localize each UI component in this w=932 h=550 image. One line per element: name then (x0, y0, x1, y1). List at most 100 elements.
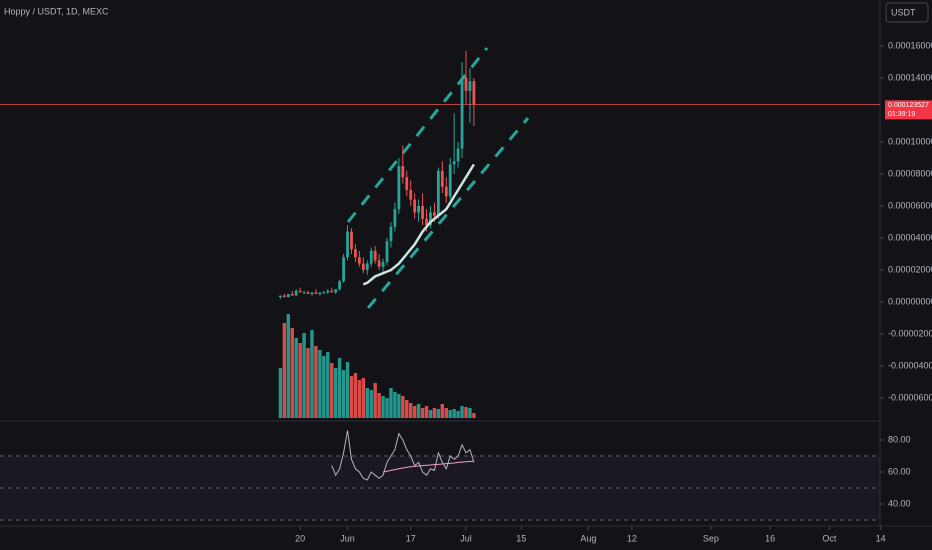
candle-body (282, 295, 286, 298)
candle-body (425, 218, 428, 226)
candle-body (322, 292, 326, 294)
volume-bar (436, 409, 441, 418)
candle-body (440, 170, 444, 187)
volume-bar (420, 408, 425, 418)
rsi-tick-label: 40.00 (888, 498, 911, 508)
candle-body (389, 226, 393, 242)
volume-bar (290, 328, 294, 418)
y-tick-label: 0.000140000 (888, 72, 932, 82)
volume-bar (472, 413, 476, 418)
candle-body (393, 209, 397, 227)
volume-bar (393, 392, 397, 418)
volume-bar (361, 378, 366, 418)
candle-body (334, 289, 338, 293)
candle-body (369, 250, 373, 264)
candle-body (298, 290, 302, 293)
volume-bar (460, 406, 464, 418)
volume-bar (341, 370, 346, 418)
candle-body (278, 295, 282, 298)
volume-bar (444, 408, 448, 418)
candle-body (444, 186, 448, 197)
candle-body (290, 294, 294, 296)
channel-lower (366, 117, 530, 309)
candle-body (302, 292, 306, 294)
volume-bar (385, 398, 389, 418)
volume-bar (314, 346, 318, 418)
volume-bar (369, 390, 373, 418)
volume-bar (330, 363, 334, 418)
candle-body (452, 161, 456, 165)
candle-body (464, 78, 468, 91)
candle-body (373, 250, 377, 261)
chart-title: Hoppy / USDT, 1D, MEXC (4, 6, 109, 16)
y-tick-label: -0.000040000 (888, 360, 932, 370)
volume-bar (298, 343, 302, 418)
y-tick-label: 0.000020000 (888, 264, 932, 274)
candle-body (413, 199, 417, 213)
volume-bar (318, 350, 322, 418)
candle-body (294, 290, 298, 296)
x-tick-label: Aug (580, 533, 596, 543)
volume-bar (377, 393, 381, 418)
currency-button[interactable] (885, 2, 929, 23)
y-tick-label: 0.000160000 (888, 40, 932, 50)
rsi-tick-label: 80.00 (888, 434, 911, 444)
volume-bar (349, 376, 354, 418)
x-tick-label: Jul (460, 533, 472, 543)
candle-body (354, 249, 357, 258)
candle-body (456, 148, 460, 162)
candle-body (318, 292, 322, 294)
volume-bar (365, 388, 369, 418)
volume-bar (381, 396, 385, 418)
volume-bar (448, 410, 452, 418)
volume-bar (357, 380, 362, 418)
rsi-line (331, 430, 475, 481)
y-tick-label: -0.000020000 (888, 328, 932, 338)
candle-body (342, 257, 345, 282)
currency-label[interactable]: USDT (891, 7, 916, 17)
volume-bar (464, 407, 468, 418)
volume-bar (322, 356, 326, 418)
candle-body (468, 81, 472, 91)
candle-body (385, 241, 389, 262)
candle-body (350, 231, 353, 250)
last-price-label: 0.000123527 (888, 102, 929, 109)
candle-body (306, 292, 310, 294)
volume-bar (294, 338, 298, 418)
volume-bar (401, 396, 405, 418)
volume-bar (428, 410, 433, 418)
y-tick-label: 0.000040000 (888, 232, 932, 242)
x-tick-label: Sep (703, 533, 719, 543)
volume-bar (306, 348, 310, 418)
candle-body (433, 212, 436, 216)
candle-body (397, 166, 401, 210)
volume-bar (432, 408, 437, 418)
x-tick-label: Oct (822, 533, 837, 543)
volume-bar (282, 323, 287, 418)
volume-bar (412, 406, 417, 418)
candle-body (286, 294, 290, 298)
x-tick-label: 16 (765, 533, 775, 543)
candle-body (381, 262, 385, 267)
rsi-tick-label: 60.00 (888, 466, 911, 476)
volume-bar (345, 362, 350, 418)
volume-bar (302, 333, 306, 418)
x-tick-label: 20 (295, 533, 305, 543)
candle-body (310, 292, 314, 294)
volume-bar (278, 368, 283, 418)
volume-bar (310, 330, 314, 418)
volume-bar (468, 408, 472, 418)
rsi-ma (382, 460, 474, 473)
candle-body (357, 257, 361, 264)
candle-body (326, 290, 330, 293)
candle-body (448, 164, 452, 197)
volume-bar (416, 404, 421, 418)
candle-body (346, 231, 349, 258)
moving-average (362, 163, 475, 286)
x-tick-label: 17 (406, 533, 416, 543)
volume-bar (397, 394, 401, 418)
volume-bar (333, 368, 338, 418)
candle-body (401, 166, 405, 178)
candle-body (417, 206, 421, 213)
